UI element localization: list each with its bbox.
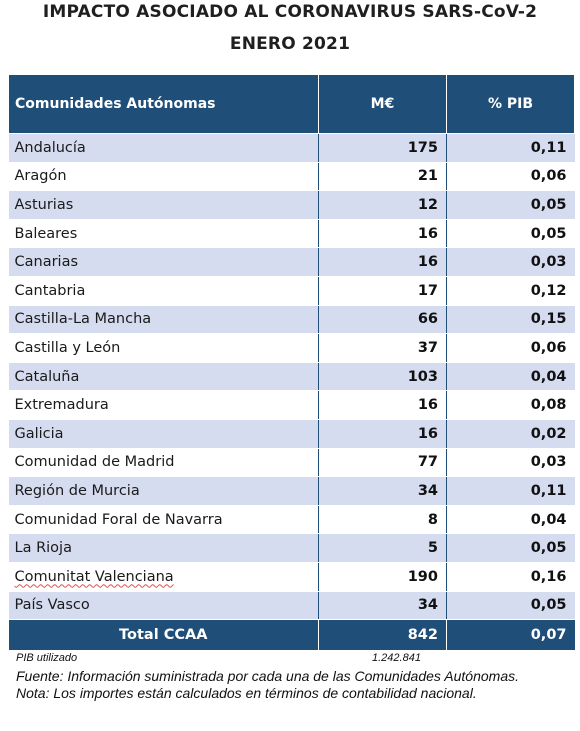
region-name: Comunitat Valenciana (8, 561, 319, 592)
region-meur: 34 (318, 476, 447, 506)
region-name: Cantabria (8, 275, 319, 306)
region-name: Baleares (8, 218, 319, 249)
table-row: Aragón 21 0,06 (8, 161, 575, 192)
table-row: País Vasco 34 0,05 (8, 590, 575, 621)
total-label: Total CCAA (8, 619, 319, 652)
table-row: La Rioja 5 0,05 (8, 533, 575, 563)
region-pib: 0,04 (446, 361, 575, 392)
region-name: País Vasco (8, 590, 319, 621)
pib-value: 1.242.841 (372, 652, 421, 664)
region-name: Comunidad Foral de Navarra (8, 504, 319, 535)
region-meur: 16 (318, 390, 447, 420)
region-pib: 0,03 (446, 247, 575, 277)
report-title: IMPACTO ASOCIADO AL CORONAVIRUS SARS-CoV… (42, 2, 538, 22)
header-pib: % PIB (446, 74, 575, 134)
region-meur: 12 (318, 190, 447, 220)
region-name: Galicia (8, 418, 319, 449)
total-pib: 0,07 (446, 619, 575, 652)
table-row: Región de Murcia 34 0,11 (8, 476, 575, 506)
region-meur: 34 (318, 590, 447, 621)
region-meur: 77 (318, 447, 447, 478)
region-pib: 0,05 (446, 533, 575, 563)
region-name: Castilla-La Mancha (8, 304, 319, 335)
table-row: Comunidad de Madrid 77 0,03 (8, 447, 575, 478)
region-meur: 21 (318, 161, 447, 192)
header-meur: M€ (318, 74, 447, 134)
region-pib: 0,02 (446, 418, 575, 449)
report-subtitle-date: ENERO 2021 (229, 34, 351, 54)
table-row: Extremadura 16 0,08 (8, 390, 575, 420)
region-meur: 66 (318, 304, 447, 335)
region-name: Castilla y León (8, 333, 319, 363)
region-name: Aragón (8, 161, 319, 192)
table-row: Castilla-La Mancha 66 0,15 (8, 304, 575, 335)
region-name: Comunidad de Madrid (8, 447, 319, 478)
region-pib: 0,06 (446, 161, 575, 192)
ccaa-impact-table: Comunidades Autónomas M€ % PIB Andalucía… (8, 74, 575, 652)
method-note: Nota: Los importes están calculados en t… (16, 685, 477, 701)
region-meur: 190 (318, 561, 447, 592)
table-row: Castilla y León 37 0,06 (8, 333, 575, 363)
region-meur: 8 (318, 504, 447, 535)
region-pib: 0,05 (446, 218, 575, 249)
region-meur: 175 (318, 133, 447, 163)
region-name: La Rioja (8, 533, 319, 563)
region-pib: 0,11 (446, 476, 575, 506)
region-name: Región de Murcia (8, 476, 319, 506)
region-name: Cataluña (8, 361, 319, 392)
region-name: Extremadura (8, 390, 319, 420)
table-row: Comunitat Valenciana 190 0,16 (8, 561, 575, 592)
table-row: Andalucía 175 0,11 (8, 133, 575, 163)
region-meur: 16 (318, 247, 447, 277)
source-note: Fuente: Información suministrada por cad… (16, 668, 519, 684)
total-meur: 842 (318, 619, 447, 652)
footnotes: Fuente: Información suministrada por cad… (16, 668, 572, 702)
region-pib: 0,11 (446, 133, 575, 163)
region-pib: 0,05 (446, 590, 575, 621)
table-row: Cataluña 103 0,04 (8, 361, 575, 392)
region-name: Canarias (8, 247, 319, 277)
region-meur: 17 (318, 275, 447, 306)
region-pib: 0,15 (446, 304, 575, 335)
region-meur: 16 (318, 418, 447, 449)
region-pib: 0,06 (446, 333, 575, 363)
region-pib: 0,04 (446, 504, 575, 535)
table-row: Asturias 12 0,05 (8, 190, 575, 220)
region-meur: 16 (318, 218, 447, 249)
region-name: Asturias (8, 190, 319, 220)
table-row: Cantabria 17 0,12 (8, 275, 575, 306)
table-header-row: Comunidades Autónomas M€ % PIB (8, 74, 575, 134)
region-pib: 0,16 (446, 561, 575, 592)
region-meur: 5 (318, 533, 447, 563)
region-meur: 37 (318, 333, 447, 363)
header-comunidades: Comunidades Autónomas (8, 74, 319, 134)
region-pib: 0,08 (446, 390, 575, 420)
region-name: Andalucía (8, 133, 319, 163)
table-row: Galicia 16 0,02 (8, 418, 575, 449)
region-pib: 0,03 (446, 447, 575, 478)
region-pib: 0,12 (446, 275, 575, 306)
region-pib: 0,05 (446, 190, 575, 220)
table-row: Comunidad Foral de Navarra 8 0,04 (8, 504, 575, 535)
table-row: Canarias 16 0,03 (8, 247, 575, 277)
table-row: Baleares 16 0,05 (8, 218, 575, 249)
pib-label: PIB utilizado (16, 652, 78, 664)
spellcheck-word: Comunitat Valenciana (14, 568, 174, 585)
region-meur: 103 (318, 361, 447, 392)
table-total-row: Total CCAA 842 0,07 (8, 619, 575, 652)
